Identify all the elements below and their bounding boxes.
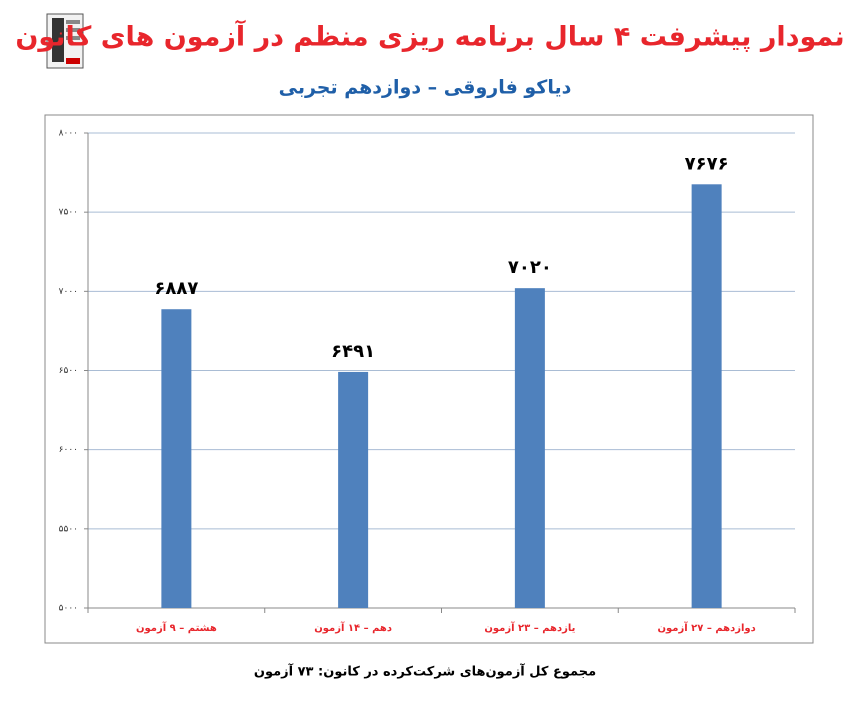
- data-label: ۶۴۹۱: [331, 341, 375, 362]
- x-tick-label: دوازدهم – ۲۷ آزمون: [657, 621, 755, 634]
- chart-title: نمودار پیشرفت ۴ سال برنامه ریزی منظم در …: [15, 20, 844, 53]
- y-tick-label: ۶۰۰۰: [59, 445, 78, 455]
- data-label: ۷۰۲۰: [508, 257, 552, 278]
- chart-frame: [44, 114, 814, 644]
- bar: [338, 371, 369, 608]
- footnote: مجموع کل آزمون‌های شرکت‌کرده در کانون: ۷…: [254, 663, 596, 680]
- y-tick-label: ۶۵۰۰: [59, 366, 78, 376]
- data-label: ۷۶۷۶: [685, 153, 729, 174]
- y-tick-label: ۷۵۰۰: [59, 208, 78, 218]
- logo: [46, 13, 84, 69]
- data-label: ۶۸۸۷: [154, 278, 198, 299]
- y-tick-label: ۷۰۰۰: [59, 287, 78, 297]
- y-tick-label: ۵۰۰۰: [59, 604, 78, 614]
- bar: [514, 288, 545, 608]
- x-tick-label: یازدهم – ۲۳ آزمون: [484, 621, 575, 634]
- y-tick-label: ۵۵۰۰: [59, 524, 78, 534]
- bar: [691, 184, 722, 609]
- x-tick-label: دهم – ۱۴ آزمون: [314, 621, 392, 634]
- bar: [161, 309, 192, 608]
- x-tick-label: هشتم – ۹ آزمون: [136, 621, 217, 634]
- chart-subtitle: دیاکو فاروقی – دوازدهم تجربی: [279, 77, 572, 99]
- y-tick-label: ۸۰۰۰: [59, 129, 78, 139]
